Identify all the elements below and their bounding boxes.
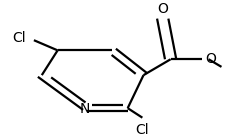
Text: O: O [204, 52, 215, 66]
Text: Cl: Cl [135, 123, 148, 137]
Text: O: O [157, 2, 167, 16]
Text: Cl: Cl [12, 31, 26, 45]
Text: N: N [79, 102, 90, 116]
